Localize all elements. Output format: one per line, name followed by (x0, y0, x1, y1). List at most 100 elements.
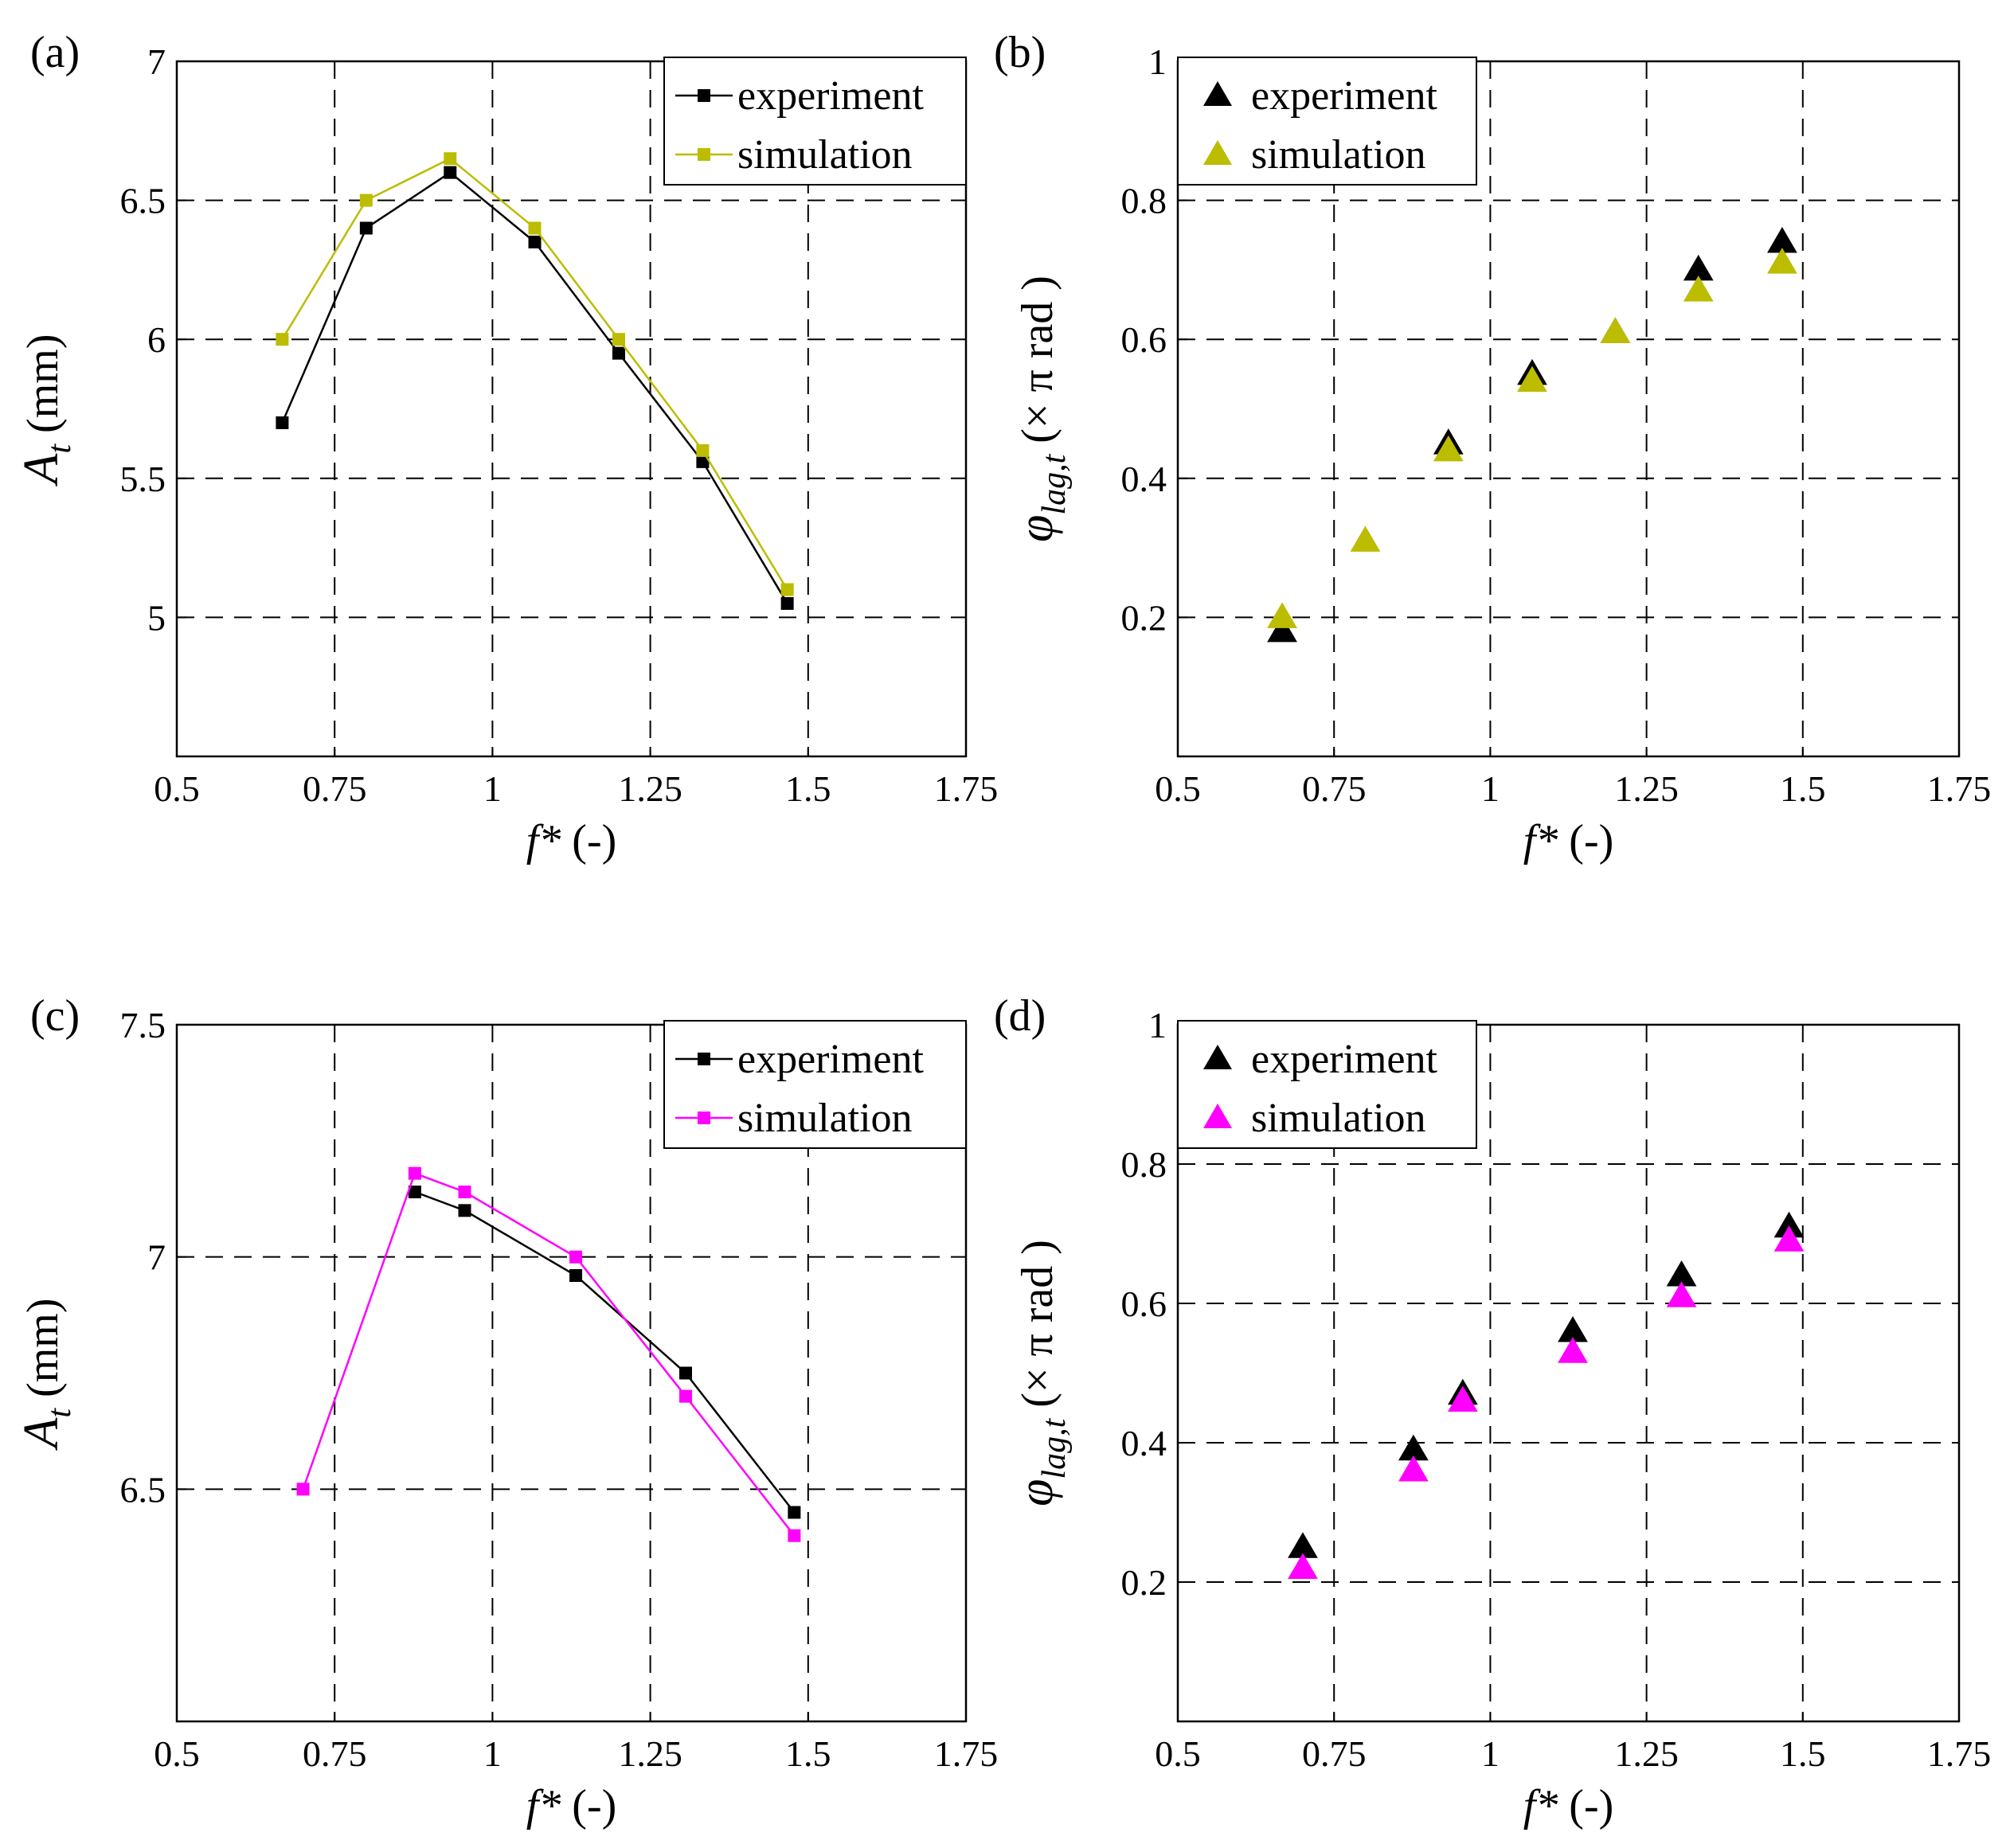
legend: experiment simulation (663, 1020, 967, 1149)
x-tick-label: 1.75 (934, 1733, 999, 1774)
data-point-experiment (696, 455, 710, 468)
legend-box (663, 1020, 967, 1149)
x-tick-label: 1.5 (1780, 768, 1826, 809)
data-point-simulation (528, 221, 542, 235)
y-tick-label: 6.5 (120, 181, 166, 221)
data-point-experiment (359, 221, 373, 235)
panel-label: (a) (30, 28, 80, 77)
y-tick-label: 0.4 (1121, 1423, 1167, 1463)
x-tick-label: 0.5 (1155, 768, 1201, 809)
legend-marker-simulation (698, 1112, 710, 1124)
chart-panel-0: (a) 0.5 0.75 1 1.25 1.5 1.75 5 5.5 6 6.5 7 f* (-) At … (14, 28, 998, 865)
y-axis-label: φlag,t (× π rad ) (1009, 275, 1073, 542)
x-axis-label-unit: (-) (561, 816, 616, 865)
data-point-experiment (458, 1204, 471, 1217)
data-point-experiment (788, 1506, 801, 1519)
legend: experiment simulation (1177, 57, 1477, 186)
data-point-simulation (696, 443, 710, 457)
data-point-simulation (612, 333, 625, 346)
x-axis-label-symbol: f* (1523, 1781, 1558, 1830)
data-point-simulation (1398, 1455, 1429, 1482)
data-point-simulation (788, 1529, 801, 1542)
series-simulation (276, 152, 794, 596)
y-axis-label-symbol: A (14, 1416, 68, 1451)
data-point-simulation (1448, 1385, 1478, 1412)
x-axis-label: f* (-) (526, 1781, 617, 1830)
legend-label-experiment: experiment (1251, 73, 1437, 119)
x-tick-label: 1.75 (1927, 768, 1992, 809)
y-tick-label: 0.4 (1121, 459, 1167, 499)
y-tick-label: 6 (147, 319, 166, 360)
chart-panel-1: (b) 0.5 0.75 1 1.25 1.5 1.75 0.2 0.4 0.6 0.8 1 f* (-… (994, 28, 1991, 865)
x-tick-label: 1.5 (785, 768, 831, 809)
data-point-experiment (1267, 615, 1297, 643)
plot-frame (175, 1023, 968, 1723)
chart-panel-2: (c) 0.5 0.75 1 1.25 1.5 1.75 6.5 7 7.5 f* (-) At (m… (14, 991, 998, 1830)
data-point-simulation (276, 333, 289, 346)
y-tick-label: 7 (147, 1237, 166, 1278)
data-point-experiment (678, 1366, 692, 1380)
data-point-simulation (1773, 1225, 1805, 1252)
data-point-simulation (1267, 602, 1297, 628)
data-point-experiment (569, 1269, 583, 1282)
x-tick-label: 1 (483, 1733, 502, 1774)
y-tick-label: 5.5 (120, 459, 166, 499)
legend-marker-experiment (1203, 1045, 1232, 1069)
data-point-simulation (1767, 248, 1797, 274)
data-point-simulation (359, 193, 373, 207)
data-point-simulation (408, 1166, 421, 1180)
x-tick-label: 1 (1481, 1733, 1500, 1774)
data-point-experiment (408, 1186, 421, 1198)
x-axis-label-symbol: f* (1523, 816, 1558, 865)
series-simulation (1288, 1225, 1805, 1579)
series-simulation (1267, 248, 1797, 628)
y-axis-label-unit: (mm) (18, 334, 68, 444)
y-axis-label-unit: (× π rad ) (1013, 275, 1062, 455)
y-axis-label: φlag,t (× π rad ) (1009, 1240, 1073, 1506)
data-point-simulation (1433, 435, 1464, 462)
series-line-experiment (414, 1190, 796, 1514)
x-tick-label: 0.5 (1155, 1733, 1201, 1774)
chart-panel-3: (d) 0.5 0.75 1 1.25 1.5 1.75 0.2 0.4 0.6 0.8 1 f* (-… (994, 991, 1991, 1830)
x-tick-label: 1.5 (785, 1733, 831, 1774)
data-point-experiment (444, 166, 457, 179)
legend-marker-experiment (698, 89, 710, 102)
y-axis-label-symbol: φ (1009, 1479, 1063, 1506)
data-point-simulation (1666, 1281, 1697, 1307)
x-tick-label: 0.5 (154, 1733, 200, 1774)
y-axis-label-symbol: A (14, 452, 68, 486)
plot-frame (175, 60, 968, 758)
data-point-simulation (296, 1483, 310, 1496)
x-tick-label: 1.25 (1614, 768, 1679, 809)
y-axis-label-unit: (mm) (18, 1299, 68, 1408)
y-tick-label: 7.5 (120, 1005, 166, 1045)
y-axis-label-unit: (× π rad ) (1013, 1240, 1062, 1419)
data-point-simulation (1517, 365, 1547, 393)
y-tick-label: 7 (147, 41, 166, 82)
y-tick-label: 0.2 (1121, 1562, 1167, 1603)
series-line-simulation (302, 1172, 796, 1537)
data-point-simulation (1288, 1553, 1318, 1579)
y-axis-label-subscript: t (41, 443, 78, 454)
data-point-simulation (1683, 275, 1714, 302)
series-experiment (1267, 226, 1797, 643)
legend-label-simulation: simulation (737, 132, 913, 178)
data-point-experiment (780, 596, 794, 610)
legend: experiment simulation (663, 57, 967, 186)
data-point-simulation (1600, 317, 1631, 343)
legend-box (663, 57, 967, 186)
y-axis-label-subscript: lag,t (1036, 453, 1073, 514)
x-axis-label-unit: (-) (1558, 816, 1613, 865)
plot-frame (1176, 60, 1961, 758)
x-axis-label-unit: (-) (561, 1781, 616, 1830)
legend-marker-experiment (698, 1053, 710, 1065)
legend-label-experiment: experiment (737, 73, 924, 119)
x-axis-label-symbol: f* (526, 1781, 561, 1830)
y-tick-label: 0.6 (1121, 319, 1167, 360)
y-axis-label: At (mm) (14, 1299, 78, 1451)
x-tick-label: 1 (483, 768, 502, 809)
y-axis-label-symbol: φ (1009, 515, 1063, 542)
legend-marker-experiment (1203, 81, 1232, 106)
x-tick-label: 1.25 (1614, 1733, 1679, 1774)
legend-label-simulation: simulation (1251, 1096, 1426, 1141)
